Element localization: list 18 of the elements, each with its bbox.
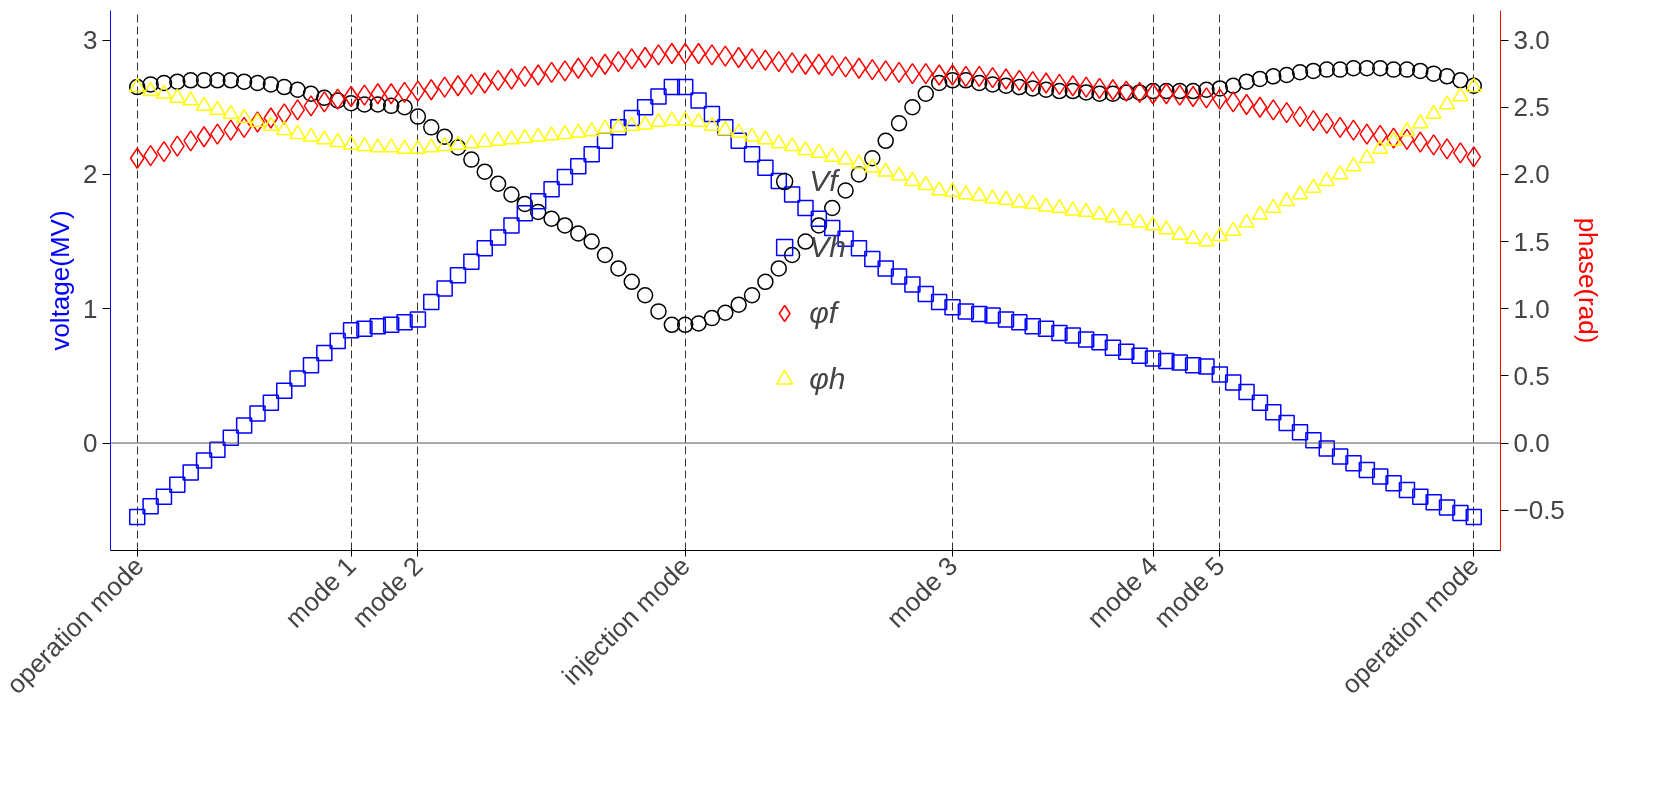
- legend-label: Vf: [809, 164, 838, 198]
- y-tick-label: 1: [83, 293, 98, 324]
- legend-label: Vh: [809, 230, 846, 264]
- y2-tick-label: 1.5: [1513, 226, 1550, 257]
- y-tick-label: 3: [83, 25, 98, 56]
- legend-label: φh: [809, 362, 846, 396]
- y2-tick-label: 1.0: [1513, 293, 1550, 324]
- y2-tick-label: 3.0: [1513, 25, 1550, 56]
- y2-tick-label: 2.0: [1513, 159, 1550, 190]
- y2-tick-label: 0.5: [1513, 360, 1550, 391]
- y2-tick-label: −0.5: [1513, 495, 1565, 526]
- y-tick-label: 2: [83, 159, 98, 190]
- y2-axis-title: phase(rad): [1572, 217, 1603, 344]
- legend-label: φf: [809, 296, 838, 330]
- y2-tick-label: 0.0: [1513, 428, 1550, 459]
- y-tick-label: 0: [83, 428, 98, 459]
- y-axis-title: voltage(MV): [45, 210, 76, 351]
- y2-tick-label: 2.5: [1513, 92, 1550, 123]
